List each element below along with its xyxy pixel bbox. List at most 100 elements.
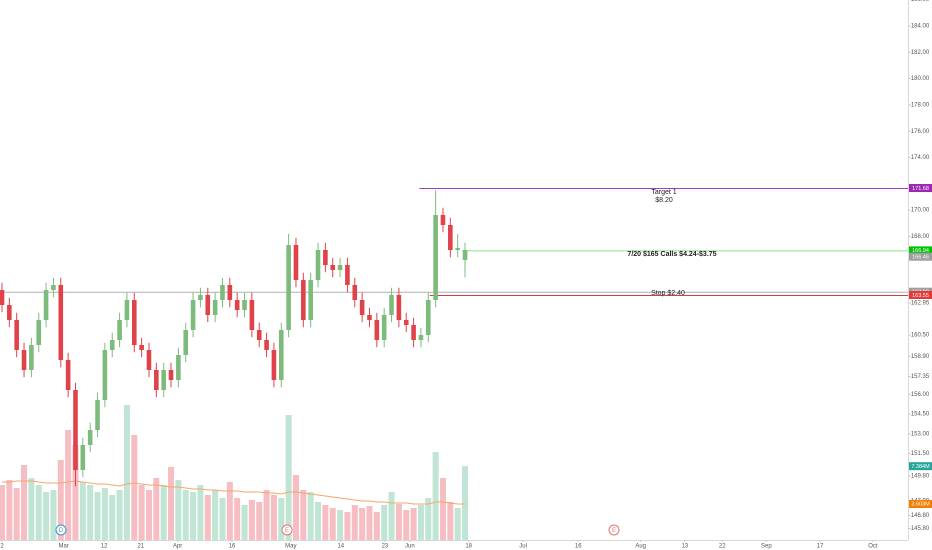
candle-body [264, 340, 269, 350]
volume-bar [410, 508, 417, 540]
x-tick-label: 13 [681, 544, 688, 550]
candle-body [205, 295, 211, 315]
volume-bar [190, 492, 197, 540]
candle-body [36, 320, 42, 345]
volume-bar [359, 508, 366, 540]
y-tick-label: 146.80 [911, 513, 930, 519]
candle-body [168, 370, 174, 380]
volume-bar [307, 492, 314, 540]
y-tick-label: 154.50 [911, 412, 930, 418]
candle-body [374, 320, 380, 340]
volume-bar [300, 490, 307, 540]
volume-bar [131, 435, 138, 540]
candle-body [124, 300, 130, 320]
candle-body [256, 330, 262, 340]
candle-body [212, 300, 218, 315]
candle-body [73, 390, 78, 470]
volume-bar [219, 498, 226, 540]
volume-bar [241, 505, 248, 540]
volume-bar [79, 482, 86, 540]
volume-bar [0, 485, 5, 540]
y-tick-label: 156.00 [911, 392, 930, 398]
candle-body [462, 250, 468, 260]
volume-bar [234, 498, 241, 540]
candle-body [109, 340, 115, 350]
candle-body [367, 315, 372, 320]
candle-body [102, 350, 108, 400]
candle-body [249, 300, 255, 330]
volume-bar [439, 478, 446, 540]
candle-body [14, 320, 19, 350]
candle-body [65, 360, 71, 390]
candle-body [315, 250, 321, 280]
volume-bar [212, 490, 219, 540]
x-tick-label: 14 [337, 544, 344, 550]
y-tick-label: 180.00 [911, 76, 930, 82]
volume-bar [344, 512, 351, 540]
candle-body [43, 290, 49, 320]
candle-body [154, 370, 159, 390]
volume-bar [337, 510, 344, 540]
candle-body [301, 280, 306, 320]
x-tick-label: Apr [173, 544, 182, 550]
volume-bar [57, 460, 64, 540]
volume-bar [366, 506, 373, 540]
candle-body [234, 300, 240, 310]
volume-bar [373, 512, 380, 540]
volume-bar [101, 488, 108, 540]
candle-body [87, 430, 93, 445]
candle-body [58, 285, 64, 360]
candle-body [411, 325, 416, 340]
volume-bar [395, 504, 402, 540]
candle-body [278, 330, 284, 380]
x-tick-label: Oct [868, 544, 878, 550]
volume-bar [226, 482, 233, 540]
volume-bar [182, 490, 189, 540]
volume-bar [425, 498, 432, 540]
volume-bar [263, 490, 270, 540]
event-label: E [612, 528, 616, 534]
volume-bar [28, 478, 35, 540]
candle-body [80, 445, 86, 470]
x-tick-label: Jun [405, 544, 415, 550]
y-tick-label: 170.00 [911, 208, 930, 214]
candle-body [161, 370, 166, 390]
candle-body [440, 215, 446, 225]
candle-body [146, 350, 152, 370]
candle-body [389, 295, 394, 315]
price-tag [909, 499, 932, 508]
annotation: 7/20 $165 Calls $4.24-$3.75 [627, 251, 716, 258]
volume-bar [447, 502, 454, 540]
annotation: Target 1 [651, 189, 676, 196]
price-tag [909, 462, 932, 471]
price-tag [909, 252, 932, 261]
volume-bar [175, 480, 182, 540]
x-tick-label: Mar [59, 544, 69, 550]
y-tick-label: 178.00 [911, 102, 930, 108]
x-tick-label: 16 [229, 544, 236, 550]
candle-body [220, 285, 225, 300]
y-tick-label: 168.00 [911, 234, 930, 240]
y-tick-label: 153.00 [911, 431, 930, 437]
volume-bar [403, 510, 410, 540]
volume-bar [168, 467, 175, 540]
candle-body [330, 265, 336, 270]
price-tag-label: 7.384M [911, 464, 930, 470]
x-tick-label: Jul [519, 544, 527, 550]
candle-body [337, 265, 343, 270]
y-tick-label: 182.00 [911, 50, 930, 56]
x-tick-label: 2 [0, 544, 4, 550]
volume-bar [315, 502, 322, 540]
price-tag-label: 3.603M [911, 502, 930, 508]
volume-bar [256, 502, 263, 540]
volume-bar [381, 505, 388, 540]
volume-bar [35, 485, 42, 540]
candle-body [345, 265, 350, 285]
candle-body [190, 300, 196, 330]
volume-bar [116, 490, 123, 540]
y-tick-label: 149.80 [911, 473, 930, 479]
x-tick-label: 12 [101, 544, 108, 550]
volume-bar [13, 488, 20, 540]
candle-body [271, 350, 277, 380]
